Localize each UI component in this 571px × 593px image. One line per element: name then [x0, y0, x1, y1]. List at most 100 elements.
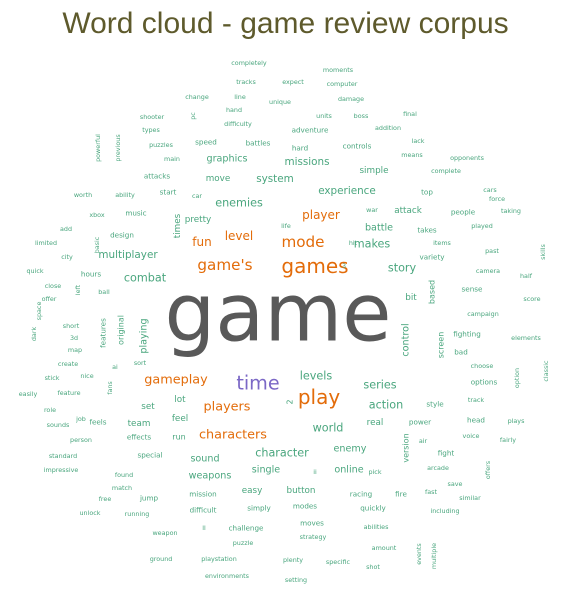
word-players: players — [204, 400, 251, 415]
word-modes: modes — [293, 502, 317, 511]
word-speed: speed — [195, 138, 217, 147]
word-people: people — [451, 208, 476, 217]
word-save: save — [448, 480, 463, 488]
word-music: music — [125, 209, 146, 218]
word-play: play — [298, 385, 341, 409]
word-sort: sort — [134, 359, 147, 367]
word-change: change — [185, 93, 209, 101]
word-dark: dark — [30, 327, 38, 342]
word-series: series — [363, 379, 396, 392]
word-based: based — [428, 280, 437, 304]
word-ai: ai — [112, 363, 118, 371]
word-completely: completely — [231, 59, 267, 67]
word-running: running — [125, 510, 150, 518]
word-life: life — [281, 222, 291, 230]
word-real: real — [367, 418, 384, 428]
word-taking: taking — [501, 207, 521, 215]
word-challenge: challenge — [229, 524, 264, 533]
word-map: map — [68, 346, 82, 354]
word-sounds: sounds — [47, 421, 70, 429]
word-times: times — [173, 213, 183, 238]
word-pick: pick — [368, 468, 381, 476]
word-past: past — [485, 247, 499, 255]
word-adventure: adventure — [292, 126, 329, 135]
word-games: games — [281, 254, 348, 278]
word-types: types — [142, 126, 160, 134]
word-attacks: attacks — [144, 172, 171, 181]
word-multiplayer: multiplayer — [98, 249, 158, 261]
word-system: system — [256, 173, 294, 185]
word-puzzle: puzzle — [233, 539, 254, 547]
word-attack: attack — [394, 206, 423, 216]
word-screen: screen — [437, 332, 446, 359]
word-weapons: weapons — [189, 471, 232, 482]
word-single: single — [252, 465, 280, 476]
word-half: half — [520, 272, 533, 280]
word-strategy: strategy — [300, 533, 327, 541]
word-specific: specific — [326, 558, 351, 566]
word-close: close — [45, 282, 62, 290]
word-power: power — [409, 418, 431, 427]
word-run: run — [172, 433, 185, 442]
word-choose: choose — [471, 362, 494, 370]
word-main: main — [164, 155, 180, 163]
word-score: score — [523, 295, 540, 303]
word-characters: characters — [199, 428, 267, 443]
word-classic: classic — [542, 360, 550, 382]
word-3d: 3d — [70, 334, 78, 342]
word-ii: ii — [313, 468, 317, 476]
word-space: space — [35, 302, 43, 321]
word-version: version — [402, 433, 411, 462]
word-design: design — [110, 231, 134, 240]
word-feels: feels — [89, 418, 106, 427]
word-arcade: arcade — [427, 464, 449, 472]
word-offers: offers — [484, 460, 492, 479]
word-enemies: enemies — [215, 197, 263, 210]
word-start: start — [160, 188, 177, 197]
word-player: player — [302, 208, 340, 222]
word-pc: pc — [189, 112, 197, 120]
word-online: online — [334, 465, 363, 476]
word-boss: boss — [354, 112, 369, 120]
word-effects: effects — [127, 433, 152, 442]
word-skills: skills — [539, 243, 547, 259]
word-experience: experience — [318, 185, 376, 197]
word-job: job — [75, 415, 86, 423]
word-fast: fast — [425, 488, 437, 496]
word-environments: environments — [205, 572, 250, 580]
word-means: means — [401, 151, 423, 159]
word-battle: battle — [365, 223, 393, 234]
word-played: played — [471, 222, 493, 230]
word-feature: feature — [57, 389, 80, 397]
word-setting: setting — [285, 576, 307, 584]
word-simple: simple — [359, 166, 388, 176]
word-voice: voice — [463, 432, 480, 440]
word-person: person — [70, 436, 92, 444]
word-previous: previous — [114, 134, 122, 162]
word-impressive: impressive — [44, 466, 79, 474]
word-force: force — [489, 195, 505, 203]
word-racing: racing — [350, 490, 372, 499]
word-puzzles: puzzles — [149, 141, 174, 149]
word-game: game — [165, 267, 392, 360]
word-hours: hours — [81, 270, 101, 279]
word-top: top — [421, 188, 433, 197]
word-game-s: game's — [197, 256, 252, 274]
word-line: line — [234, 93, 246, 101]
word-option: option — [513, 368, 521, 388]
word-easy: easy — [242, 486, 263, 496]
word-hit: hit — [349, 239, 358, 247]
chart-title: Word cloud - game review corpus — [62, 7, 509, 40]
word-set: set — [141, 402, 155, 412]
word-variety: variety — [419, 253, 445, 262]
word-shot: shot — [366, 563, 380, 571]
word-create: create — [58, 360, 78, 368]
word-action: action — [369, 399, 403, 412]
word-limited: limited — [35, 239, 57, 247]
word-ability: ability — [115, 191, 135, 199]
word-controls: controls — [343, 142, 372, 151]
word-damage: damage — [338, 95, 364, 103]
word-fire: fire — [395, 490, 407, 499]
word-unique: unique — [269, 98, 291, 106]
